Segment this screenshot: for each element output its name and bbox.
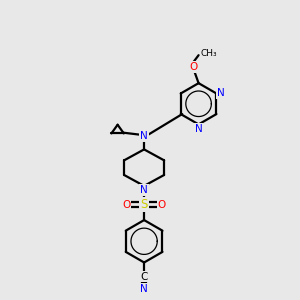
Text: N: N	[140, 131, 148, 141]
Text: CH₃: CH₃	[201, 49, 217, 58]
Text: N: N	[217, 88, 224, 98]
Text: O: O	[122, 200, 130, 210]
Text: O: O	[158, 200, 166, 210]
Text: O: O	[189, 62, 197, 72]
Text: S: S	[140, 198, 148, 211]
Text: C: C	[140, 272, 148, 282]
Text: N: N	[140, 185, 148, 195]
Text: N: N	[195, 124, 203, 134]
Text: N: N	[140, 284, 148, 294]
